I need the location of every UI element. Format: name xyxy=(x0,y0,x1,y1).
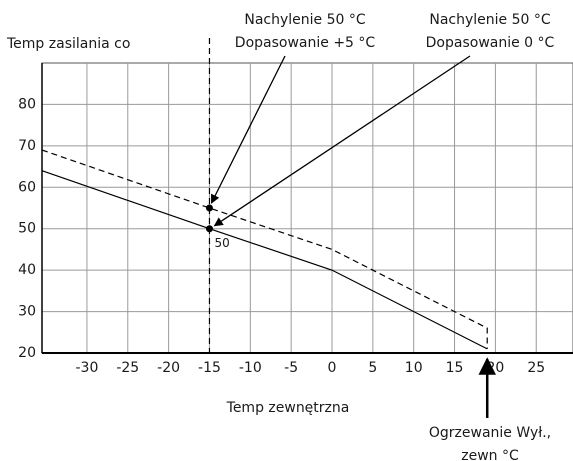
annotation-arrow xyxy=(213,55,471,227)
x-tick-label: 0 xyxy=(328,360,337,376)
y-tick-label: 80 xyxy=(18,96,36,112)
x-axis-label: Temp zewnętrzna xyxy=(226,400,350,416)
x-tick-label: -30 xyxy=(75,360,98,376)
x-tick-label: -5 xyxy=(284,360,298,376)
point xyxy=(205,204,213,212)
x-tick-label: 20 xyxy=(486,360,504,376)
x-tick-label: 25 xyxy=(527,360,545,376)
annotation-text: Dopasowanie +5 °C xyxy=(235,35,376,51)
annotation-text: Dopasowanie 0 °C xyxy=(426,35,555,51)
x-tick-label: -20 xyxy=(157,360,180,376)
x-tick-label: 5 xyxy=(368,360,377,376)
x-tick-label: -15 xyxy=(198,360,221,376)
x-tick-label: 15 xyxy=(446,360,464,376)
x-tick-label: -25 xyxy=(116,360,139,376)
annotation-text: Nachylenie 50 °C xyxy=(429,12,551,28)
y-tick-label: 40 xyxy=(18,262,36,278)
x-tick-label: -10 xyxy=(239,360,262,376)
annotation-arrow xyxy=(210,55,286,204)
y-tick-label: 60 xyxy=(18,179,36,195)
curve xyxy=(41,170,488,350)
point xyxy=(205,225,213,233)
curve xyxy=(41,149,488,349)
y-tick-label: 30 xyxy=(18,304,36,320)
y-tick-label: 70 xyxy=(18,138,36,154)
plot-frame xyxy=(41,62,573,354)
y-tick-label: 20 xyxy=(18,345,36,361)
annotation-text: Ogrzewanie Wył., xyxy=(429,425,551,441)
annotation-text: zewn °C xyxy=(461,448,519,461)
annotation-text: Nachylenie 50 °C xyxy=(244,12,366,28)
y-axis-label: Temp zasilania co xyxy=(6,36,130,52)
y-tick-label: 50 xyxy=(18,221,36,237)
x-tick-label: 10 xyxy=(405,360,423,376)
point-label: 50 xyxy=(214,236,229,250)
